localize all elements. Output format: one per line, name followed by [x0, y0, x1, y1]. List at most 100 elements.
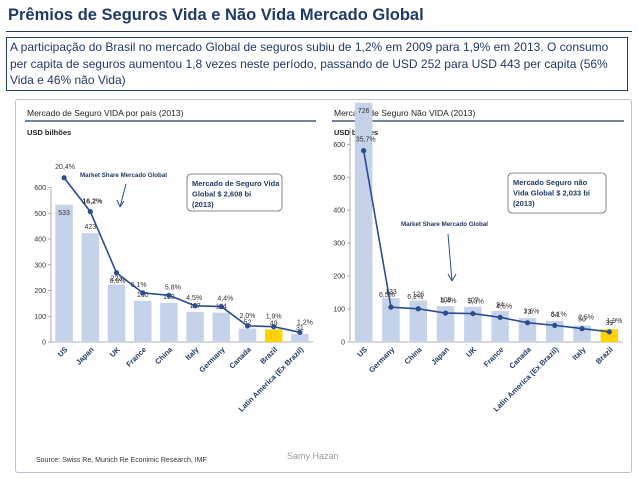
market-share-point: [218, 303, 224, 310]
market-share-point: [271, 324, 277, 330]
market-share-point: [470, 310, 476, 317]
category-label: Brazil: [594, 345, 615, 366]
callout-text: Mercado Seguro não Vida Global $ 2,033 bi…: [513, 178, 590, 208]
bar-value-label: 50: [578, 317, 586, 324]
bar-value-label: 107: [467, 298, 479, 305]
share-label: 3,6%: [523, 309, 539, 316]
bar-value-label: 64: [551, 312, 559, 319]
bar: [133, 300, 152, 342]
category-label: UK: [464, 345, 478, 359]
bar: [436, 306, 455, 342]
y-tick-label: 300: [34, 262, 46, 269]
bar-value-label: 109: [440, 297, 452, 304]
author-watermark: Samy Hazan: [287, 451, 339, 461]
bar-value-label: 73: [524, 309, 532, 316]
bar: [81, 233, 100, 342]
market-share-point: [297, 329, 303, 335]
market-share-point: [524, 320, 531, 326]
y-tick-label: 500: [333, 175, 345, 182]
share-label: 5,4%: [441, 298, 457, 305]
bar: [264, 329, 283, 342]
bar-value-label: 423: [84, 224, 96, 231]
market-share-point: [244, 323, 251, 329]
market-share-point: [361, 148, 367, 154]
y-tick-label: 200: [333, 274, 345, 281]
category-label: Italy: [570, 344, 588, 362]
category-label: France: [482, 345, 506, 369]
share-label: 8,6%: [110, 278, 126, 285]
market-share-point: [61, 175, 67, 181]
share-label: 6,1%: [131, 282, 147, 289]
bar-value-label: 39: [605, 320, 613, 327]
share-label: 20,4%: [55, 164, 75, 171]
share-label: 2,5%: [578, 315, 594, 322]
charts-panel: [15, 99, 632, 473]
market-share-point: [497, 314, 503, 320]
arrow-icon: [116, 183, 127, 208]
bar: [382, 298, 400, 342]
bar: [238, 328, 257, 342]
market-share-point: [552, 322, 558, 328]
title-divider: [6, 31, 632, 32]
bar-value-label: 31: [296, 325, 304, 332]
arrow-icon: [447, 233, 457, 282]
market-share-point: [113, 270, 120, 276]
bar-value-label: 133: [385, 289, 397, 296]
bar: [464, 306, 482, 342]
bar-value-label: 49: [270, 320, 278, 327]
market-share-point: [606, 329, 612, 335]
callout-text: Mercado de Seguro Vida Global $ 2,608 bi(…: [192, 179, 280, 209]
market-share-point: [166, 292, 172, 298]
chart-title: Mercado de Seguro VIDA por país (2013): [27, 108, 184, 118]
share-label: 5,3%: [468, 299, 484, 306]
bar: [518, 317, 537, 342]
share-label: 4,6%: [496, 303, 512, 310]
share-label: 1,9%: [266, 314, 282, 321]
y-tick-label: 100: [34, 314, 46, 321]
y-tick-label: 0: [341, 340, 345, 347]
unit-label: USD bilhões: [27, 128, 71, 137]
bar: [160, 302, 178, 342]
market-share-point: [87, 208, 93, 215]
market-share-point: [579, 326, 585, 332]
market-share-point: [192, 303, 198, 309]
bar-value-label: 223: [111, 276, 123, 283]
callout-box: [507, 172, 607, 214]
line-series-label: Market Share Mercado Global: [80, 172, 167, 179]
category-label: Japan: [429, 345, 451, 367]
line-series-label: Market Share Mercado Global: [401, 221, 488, 228]
share-label: 1,9%: [606, 318, 622, 325]
bar-value-label: 126: [412, 291, 424, 298]
bar-value-label: 726: [358, 108, 370, 115]
share-label: 2,0%: [240, 313, 256, 320]
share-label: 35,7%: [356, 137, 376, 144]
callout-box: [186, 173, 283, 212]
y-tick-label: 600: [333, 142, 345, 149]
share-label: 4,4%: [217, 296, 233, 303]
category-label: China: [403, 344, 425, 366]
share-label: 6,5%: [379, 292, 395, 299]
market-share-line: [362, 150, 610, 333]
bar-value-label: 533: [58, 210, 70, 217]
y-tick-label: 400: [34, 237, 46, 244]
bar: [600, 329, 619, 342]
share-label: 6,2%: [407, 294, 423, 301]
y-tick-label: 500: [34, 211, 46, 218]
category-label: Germany: [367, 344, 397, 374]
share-label: 4,5%: [186, 295, 202, 302]
bar: [212, 312, 231, 342]
bar-value-label: 94: [496, 302, 504, 309]
bar: [409, 300, 427, 342]
intro-text: A participação do Brasil no mercado Glob…: [6, 37, 628, 91]
chart-title: Mercado de Seguro Não VIDA (2013): [334, 108, 475, 118]
bar: [55, 204, 73, 342]
y-tick-label: 0: [42, 340, 46, 347]
y-tick-label: 400: [333, 208, 345, 215]
bar-value-label: 52: [244, 320, 252, 327]
market-share-point: [415, 306, 421, 312]
market-share-point: [140, 290, 146, 296]
y-tick-label: 100: [333, 307, 345, 314]
category-label: Canada: [507, 344, 533, 370]
y-tick-label: 300: [333, 241, 345, 248]
